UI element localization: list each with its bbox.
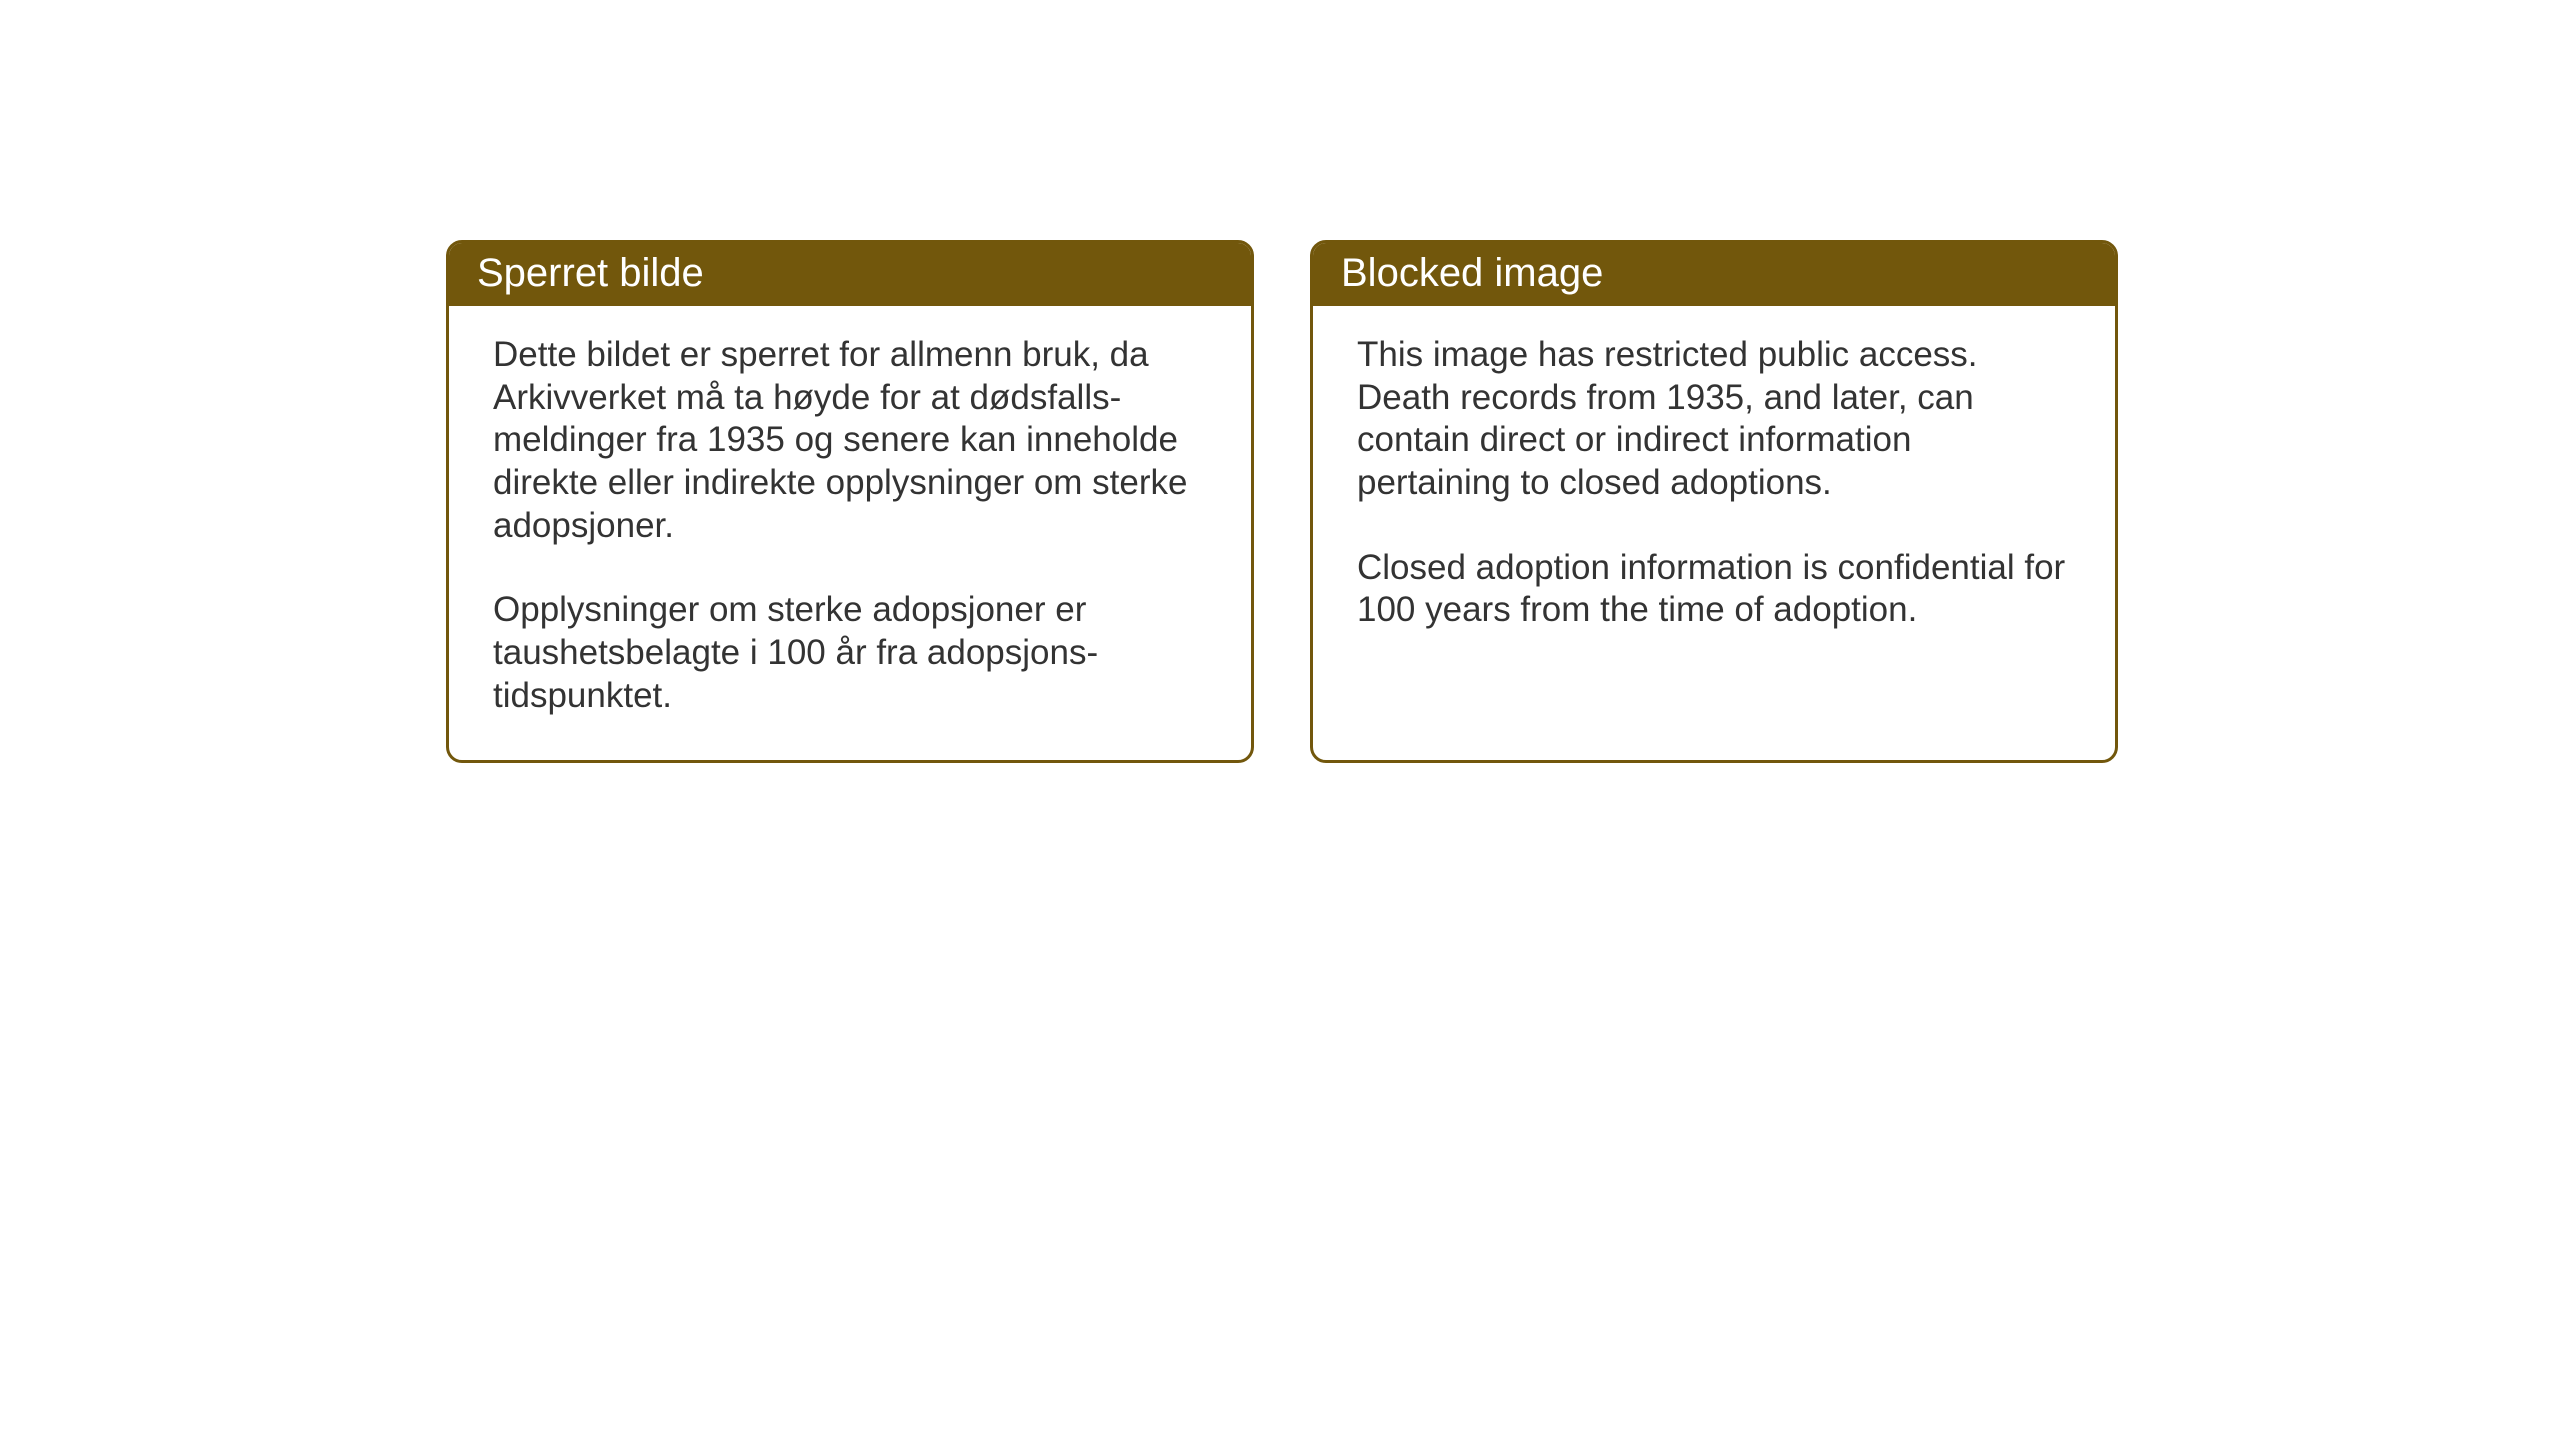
notice-body-norwegian: Dette bildet er sperret for allmenn bruk…: [449, 306, 1251, 760]
notice-header-norwegian: Sperret bilde: [449, 243, 1251, 306]
notice-paragraph: Dette bildet er sperret for allmenn bruk…: [493, 334, 1207, 547]
notice-paragraph: This image has restricted public access.…: [1357, 334, 2071, 505]
notice-header-english: Blocked image: [1313, 243, 2115, 306]
notice-container: Sperret bilde Dette bildet er sperret fo…: [446, 240, 2118, 763]
notice-paragraph: Opplysninger om sterke adopsjoner er tau…: [493, 589, 1207, 717]
notice-card-english: Blocked image This image has restricted …: [1310, 240, 2118, 763]
notice-card-norwegian: Sperret bilde Dette bildet er sperret fo…: [446, 240, 1254, 763]
notice-title: Sperret bilde: [477, 251, 704, 295]
notice-paragraph: Closed adoption information is confident…: [1357, 547, 2071, 632]
notice-body-english: This image has restricted public access.…: [1313, 306, 2115, 674]
notice-title: Blocked image: [1341, 251, 1603, 295]
